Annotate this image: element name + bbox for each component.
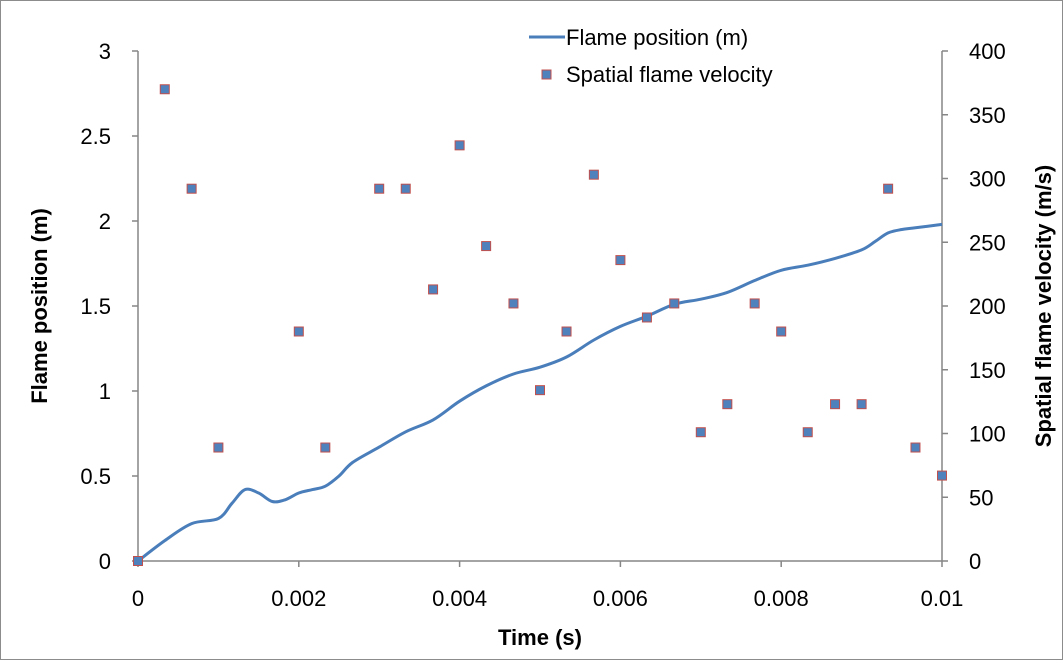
y-right-tick-label: 400 (969, 39, 1006, 64)
legend: Flame position (m) Spatial flame velocit… (529, 25, 773, 87)
velocity-point (856, 399, 867, 410)
x-tick-label: 0.006 (593, 586, 648, 611)
velocity-point (883, 183, 894, 194)
velocity-point (776, 326, 787, 337)
velocity-point (481, 241, 492, 252)
velocity-point (561, 326, 572, 337)
velocity-point (508, 298, 519, 309)
legend-label-spatial-velocity: Spatial flame velocity (566, 62, 773, 87)
velocity-point (802, 427, 813, 438)
velocity-point (615, 255, 626, 266)
y-right-tick-label: 350 (969, 103, 1006, 128)
legend-marker-swatch (541, 69, 552, 80)
velocity-point (159, 84, 170, 95)
velocity-point (374, 183, 385, 194)
velocity-points-group (133, 84, 947, 566)
velocity-point (641, 312, 652, 323)
y-left-tick-label: 1 (99, 379, 111, 404)
velocity-point (588, 169, 599, 180)
x-tick-label: 0 (132, 586, 144, 611)
y-left-tick-label: 0.5 (80, 464, 111, 489)
x-tick-label: 0.01 (921, 586, 964, 611)
velocity-point (669, 298, 680, 309)
y-right-tick-label: 250 (969, 230, 1006, 255)
y-right-tick-label: 0 (969, 549, 981, 574)
velocity-point (213, 442, 224, 453)
y-right-tick-label: 50 (969, 485, 993, 510)
legend-label-flame-position: Flame position (m) (566, 25, 748, 50)
axes-group (137, 51, 943, 562)
y-left-tick-label: 2.5 (80, 124, 111, 149)
tick-labels-group: 0 0.002 0.004 0.006 0.008 0.0100.511.522.5305… (80, 39, 1005, 611)
velocity-point (293, 326, 304, 337)
ticks-group (132, 50, 948, 567)
velocity-point (749, 298, 760, 309)
velocity-point (454, 140, 465, 151)
y-axis-left-title: Flame position (m) (27, 208, 52, 404)
x-tick-label: 0.002 (271, 586, 326, 611)
y-left-tick-label: 3 (99, 39, 111, 64)
velocity-point (937, 470, 947, 481)
velocity-point (830, 399, 841, 410)
velocity-point (910, 442, 921, 453)
y-left-tick-label: 1.5 (80, 294, 111, 319)
y-left-tick-label: 2 (99, 209, 111, 234)
x-tick-label: 0.008 (754, 586, 809, 611)
velocity-point (320, 442, 331, 453)
x-tick-label: 0.004 (432, 586, 487, 611)
y-right-tick-label: 300 (969, 167, 1006, 192)
velocity-point (722, 399, 733, 410)
y-axis-right-title: Spatial flame velocity (m/s) (1031, 165, 1056, 447)
velocity-point (428, 284, 439, 295)
velocity-point (400, 183, 411, 194)
y-right-tick-label: 150 (969, 358, 1006, 383)
y-left-tick-label: 0 (99, 549, 111, 574)
velocity-point (535, 385, 545, 396)
y-right-tick-label: 100 (969, 422, 1006, 447)
velocity-point (186, 183, 197, 194)
velocity-point (133, 556, 143, 566)
y-right-tick-label: 200 (969, 294, 1006, 319)
flame-position-line (137, 222, 943, 563)
x-axis-title: Time (s) (498, 625, 582, 650)
velocity-point (695, 427, 706, 438)
